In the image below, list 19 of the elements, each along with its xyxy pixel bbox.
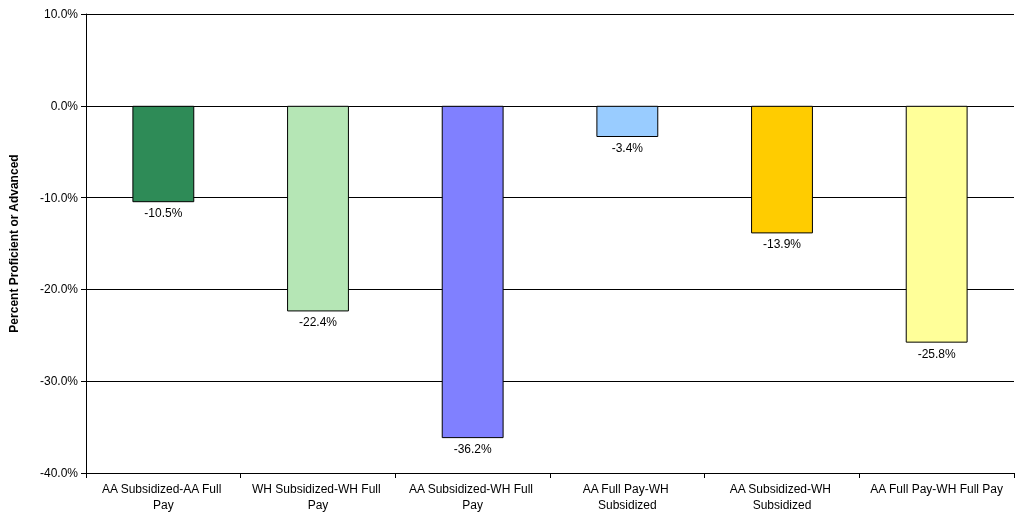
data-label: -10.5% xyxy=(144,206,183,221)
data-label: -36.2% xyxy=(453,442,492,457)
x-tick-label: AA Full Pay-WH Subsidized xyxy=(582,482,673,512)
data-label: -3.4% xyxy=(611,141,644,156)
x-tick-label: AA Subsidized-WH Full Pay xyxy=(408,482,537,512)
y-tick-label: -30.0% xyxy=(39,374,79,389)
x-tick-label: AA Subsidized-WH Subsidized xyxy=(729,482,835,512)
y-tick-label: 0.0% xyxy=(50,98,79,113)
x-tick-label: AA Subsidized-AA Full Pay xyxy=(101,482,225,512)
data-label: -25.8% xyxy=(917,346,956,361)
x-tick-label: AA Full Pay-WH Full Pay xyxy=(870,482,1004,496)
y-tick-label: -10.0% xyxy=(39,190,79,205)
y-tick-label: 10.0% xyxy=(43,7,79,21)
data-label: -13.9% xyxy=(762,237,802,252)
y-axis-title: Percent Proficient or Advanced xyxy=(7,154,21,333)
y-tick-label: -20.0% xyxy=(39,282,79,297)
data-label: -22.4% xyxy=(298,315,338,330)
x-tick-label: WH Subsidized-WH Full Pay xyxy=(251,482,385,512)
y-tick-label: -40.0% xyxy=(39,466,79,480)
